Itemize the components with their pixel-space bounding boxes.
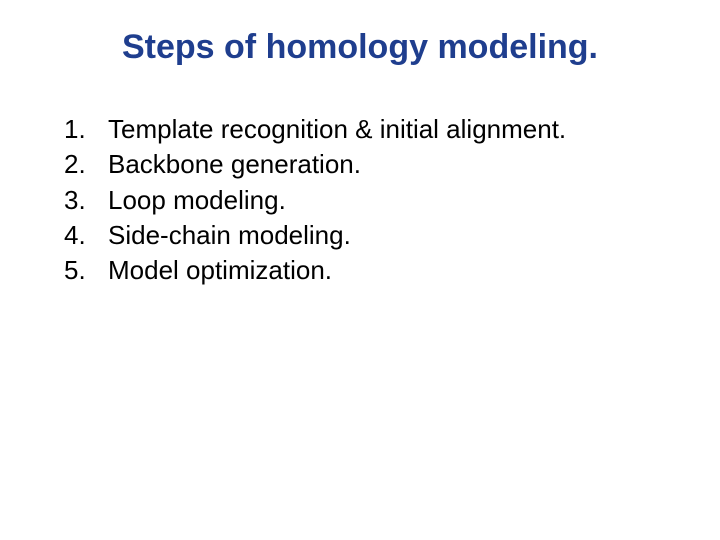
list-item: 1. Template recognition & initial alignm… xyxy=(64,113,660,146)
slide-title: Steps of homology modeling. xyxy=(60,28,660,67)
list-item-number: 3. xyxy=(64,184,108,217)
list-item-number: 5. xyxy=(64,254,108,287)
list-item-text: Loop modeling. xyxy=(108,184,660,217)
list-item-text: Template recognition & initial alignment… xyxy=(108,113,660,146)
list-item: 5. Model optimization. xyxy=(64,254,660,287)
list-item-number: 1. xyxy=(64,113,108,146)
list-item-number: 2. xyxy=(64,148,108,181)
list-item-text: Model optimization. xyxy=(108,254,660,287)
list-item-text: Side-chain modeling. xyxy=(108,219,660,252)
list-item: 4. Side-chain modeling. xyxy=(64,219,660,252)
list-item: 3. Loop modeling. xyxy=(64,184,660,217)
steps-list: 1. Template recognition & initial alignm… xyxy=(60,113,660,287)
list-item: 2. Backbone generation. xyxy=(64,148,660,181)
slide: Steps of homology modeling. 1. Template … xyxy=(0,0,720,540)
list-item-text: Backbone generation. xyxy=(108,148,660,181)
list-item-number: 4. xyxy=(64,219,108,252)
